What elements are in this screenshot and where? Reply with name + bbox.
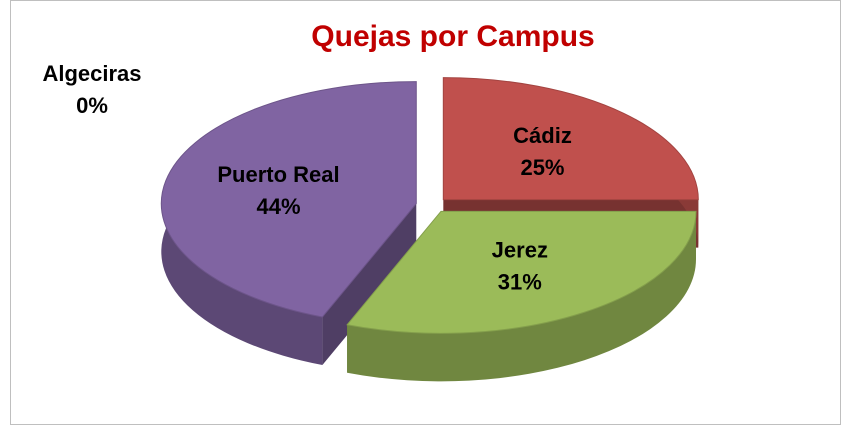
pie-slice bbox=[160, 81, 417, 318]
chart-title: Quejas por Campus bbox=[311, 20, 594, 53]
slice-label-name: Cádiz bbox=[513, 123, 572, 148]
slice-side-face bbox=[322, 203, 417, 365]
slice-wall bbox=[347, 211, 696, 382]
slice-label-value: 44% bbox=[256, 194, 300, 219]
slice-label-name: Jerez bbox=[492, 238, 548, 263]
slice-label-name: Puerto Real bbox=[217, 162, 339, 187]
slice-label-value: 31% bbox=[498, 270, 542, 295]
pie-slice bbox=[442, 77, 699, 201]
slice-label-value: 25% bbox=[520, 155, 564, 180]
slice-label-value: 0% bbox=[76, 93, 108, 118]
pie-slice bbox=[346, 210, 697, 334]
slice-label-name: Algeciras bbox=[42, 61, 141, 86]
